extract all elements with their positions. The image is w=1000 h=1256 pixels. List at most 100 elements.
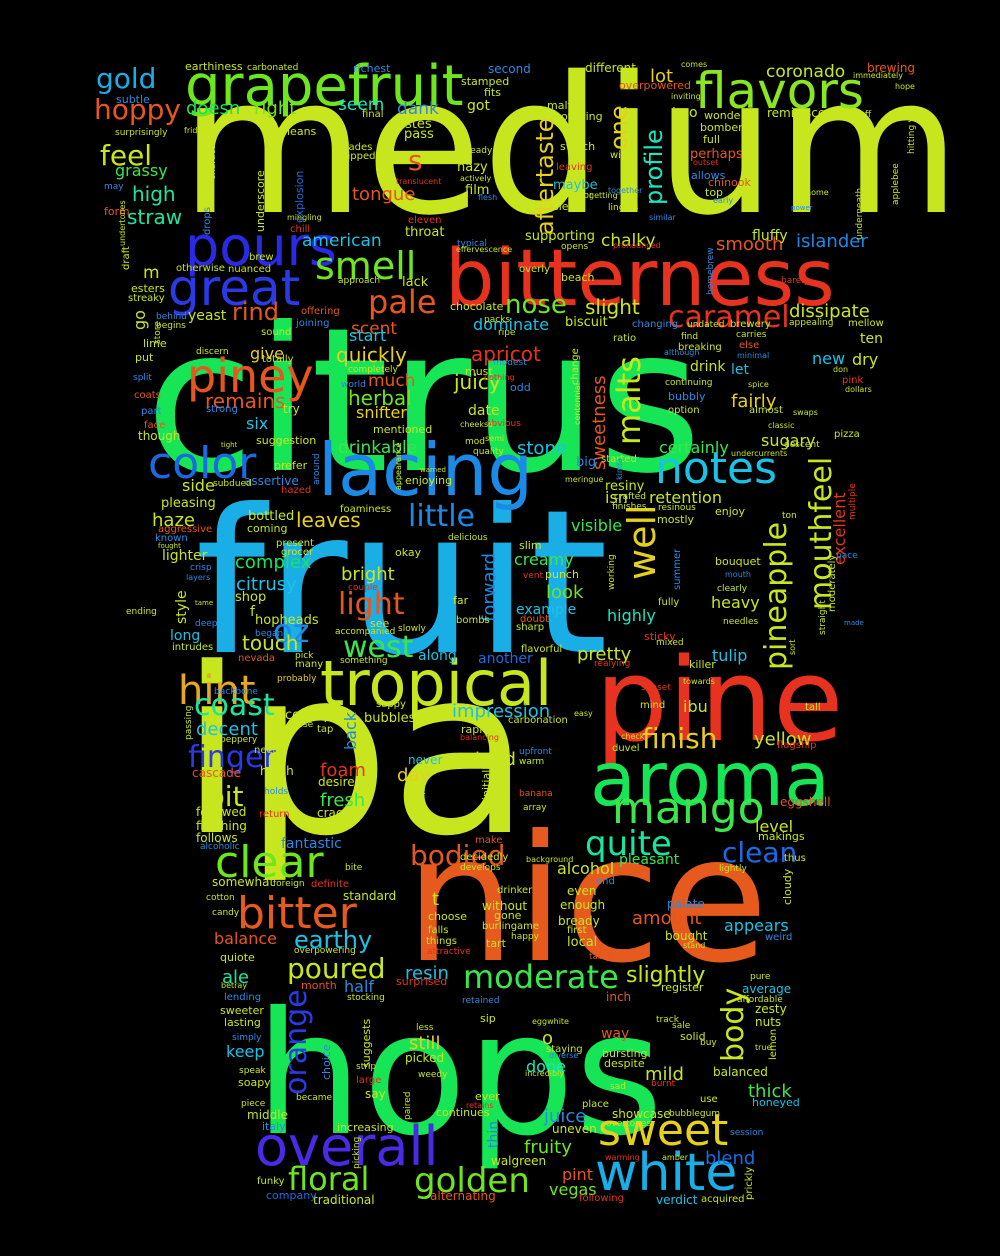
word-fought: fought [158, 542, 181, 550]
word-give: give [250, 344, 284, 363]
word-intrudes: intrudes [172, 642, 213, 653]
word-italy: italy [262, 1120, 286, 1133]
word-malty: malty [547, 99, 579, 112]
word-fairly: fairly [731, 391, 777, 412]
word-flesh: flesh [478, 193, 497, 202]
word-pretty: pretty [577, 644, 632, 665]
word-bubbly: bubbly [668, 390, 706, 403]
word-bitter: bitter [237, 888, 358, 939]
word-choice: choice [320, 1044, 333, 1080]
word-pronounced: pronounced [613, 241, 661, 250]
word-straw: straw [127, 205, 182, 229]
word-effervescence: effervescence [456, 245, 512, 254]
word-behind: behind [156, 312, 187, 322]
word-finger: finger [188, 740, 276, 775]
word-covering: covering [555, 110, 603, 123]
word-f: f [250, 604, 256, 620]
word-never: never [408, 753, 442, 767]
word-vegas: vegas [549, 1180, 597, 1199]
word-rind: rind [232, 298, 279, 326]
word-breaking: breaking [678, 342, 722, 353]
word-t: t [432, 889, 439, 910]
word-local: local [567, 935, 597, 950]
word-world: world [341, 380, 366, 390]
word-mod: mod [465, 437, 485, 447]
word-clearly: clearly [717, 584, 748, 594]
word-great: great [168, 259, 300, 317]
word-let: let [731, 362, 750, 378]
word-surprisingly: surprisingly [115, 128, 168, 138]
word-fridge: fridge [184, 126, 207, 135]
word-continuing: continuing [665, 378, 713, 388]
word-highly: highly [607, 606, 656, 625]
word-nevada: nevada [238, 653, 275, 664]
word-soapy: soapy [238, 1076, 271, 1089]
word-profile: profile [640, 129, 668, 205]
word-discern: discern [196, 347, 229, 357]
word-look: look [546, 582, 584, 603]
word-pleasant: pleasant [619, 852, 680, 868]
word-coast: coast [194, 688, 275, 723]
word-caramel: caramel [668, 300, 790, 335]
word-betray: betray [221, 981, 247, 990]
word-totally: totally [262, 354, 294, 365]
word-following: following [579, 1193, 624, 1204]
word-example: example [516, 602, 576, 618]
word-creamy: creamy [514, 550, 574, 569]
word-day: day [397, 765, 430, 786]
word-upfront: upfront [519, 747, 552, 757]
word-home: home [806, 188, 829, 197]
word-touch: touch [242, 631, 298, 655]
word-desired: desired [318, 775, 362, 789]
word-things: things [426, 936, 457, 947]
word-yellow: yellow [754, 729, 811, 750]
word-ending: ending [126, 607, 157, 617]
word-subtle: subtle [116, 93, 150, 106]
word-carbonated: carbonated [247, 63, 298, 73]
word-tulip: tulip [712, 646, 747, 665]
word-face: face [144, 420, 165, 431]
word-fruity: fruity [524, 1137, 572, 1158]
word-wonderful: wonderful [704, 109, 759, 122]
word-doesn: doesn [186, 98, 240, 119]
word-crisp: crisp [190, 563, 212, 573]
word-coats: coats [134, 390, 161, 401]
word-suggestion: suggestion [256, 434, 316, 447]
word-whipped: whipped [333, 151, 376, 162]
word-balanced: balanced [713, 1065, 768, 1079]
word-ratio: ratio [613, 333, 636, 344]
word-ever: ever [475, 1090, 500, 1103]
word-track: track [656, 1015, 680, 1025]
word-bursting: bursting [602, 1047, 648, 1060]
word-earthy: earthy [294, 926, 372, 954]
word-odd: odd [510, 381, 531, 394]
word-resin: resin [405, 963, 449, 984]
word-sound: sound [261, 327, 291, 338]
word-overpowered: overpowered [619, 79, 691, 92]
word-brewery: brewery [730, 319, 771, 330]
word-stone: stone [517, 438, 567, 459]
word-joining: joining [295, 318, 329, 329]
word-allows: allows [691, 169, 726, 182]
word-increasing: increasing [337, 1121, 394, 1134]
word-different: different [585, 61, 636, 75]
word-prefer: prefer [274, 459, 308, 472]
word-enjoying: enjoying [405, 474, 452, 487]
word-hazed: hazed [281, 485, 311, 496]
word-full: full [703, 133, 720, 146]
word-supporting: supporting [525, 229, 595, 244]
word-dollars: dollars [845, 385, 872, 394]
word-leaving: leaving [556, 162, 592, 173]
word-chocolate: chocolate [450, 300, 504, 313]
word-eggshell: eggshell [780, 795, 831, 809]
word-juicy: juicy [453, 370, 501, 394]
word-cheekso: cheekso [460, 420, 493, 429]
word-underneath: underneath [855, 188, 865, 240]
word-tart: tart [486, 937, 507, 950]
word-surprised: surprised [396, 975, 447, 988]
word-say: say [365, 1087, 386, 1101]
word-resinous: resinous [658, 503, 696, 513]
word-simply: simply [232, 1033, 262, 1043]
word-west: west [343, 630, 414, 665]
word-needles: needles [723, 617, 759, 627]
